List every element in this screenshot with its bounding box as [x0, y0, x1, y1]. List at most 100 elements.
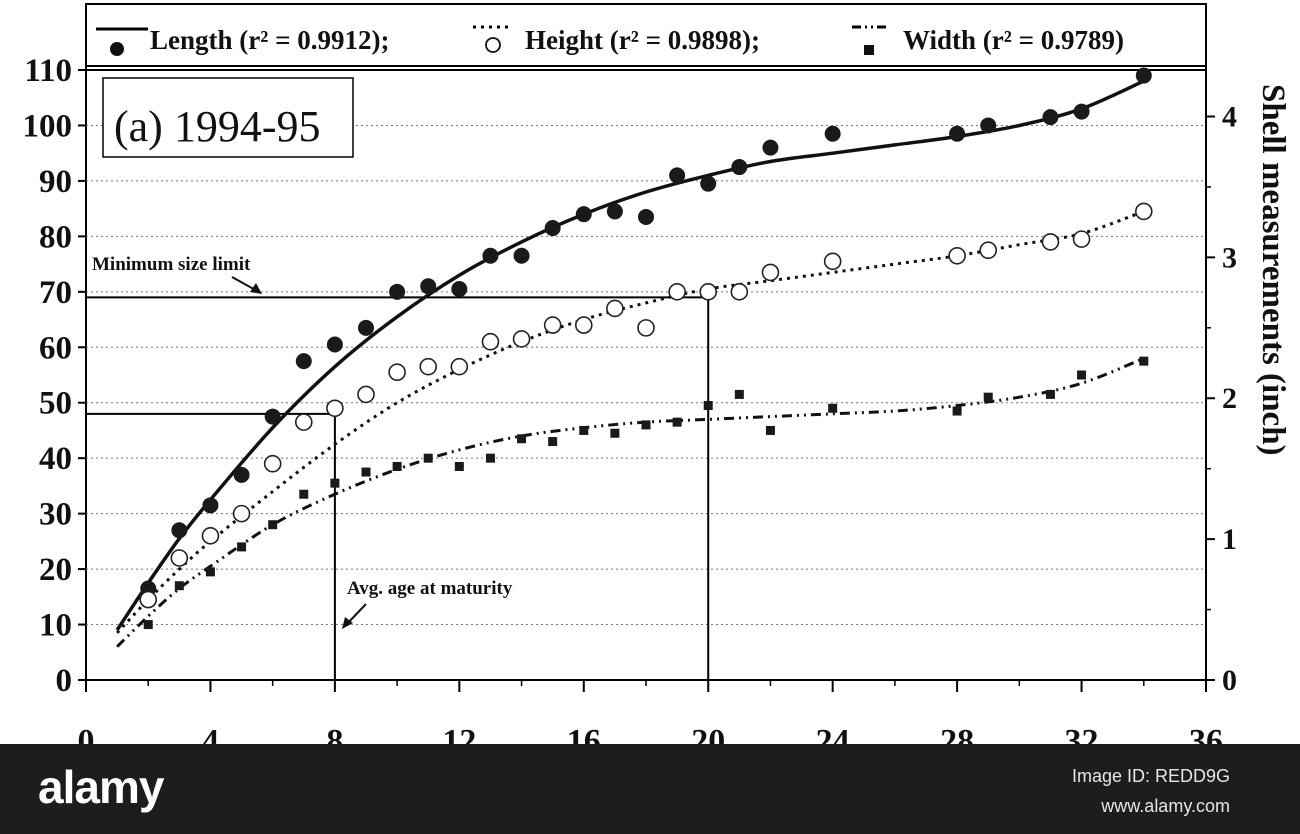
y-tick-label-70: 70 — [39, 275, 72, 311]
y-tick-label-60: 60 — [39, 330, 72, 366]
width-point — [237, 542, 247, 552]
height-point — [388, 363, 406, 382]
height-point — [450, 357, 469, 376]
length-point — [482, 247, 499, 264]
height-point — [637, 319, 655, 337]
legend-width-marker — [864, 45, 874, 55]
height-point — [1072, 230, 1091, 248]
width-point — [703, 401, 713, 410]
length-point — [264, 408, 281, 425]
axes: 0 4 8 12 16 20 24 28 32 3601020304050607080901001… — [23, 53, 1238, 760]
y-tick-label-20: 20 — [39, 552, 72, 588]
y-tick-label-30: 30 — [39, 497, 72, 533]
height-point — [948, 246, 966, 265]
reference-lines — [86, 296, 710, 680]
length-point — [731, 159, 748, 176]
length-point — [544, 220, 561, 237]
length-point — [389, 283, 406, 300]
length-point — [1073, 103, 1090, 120]
height-point — [574, 316, 593, 334]
height-point — [668, 283, 686, 301]
height-point — [232, 504, 251, 523]
avg-age-maturity-label: Avg. age at maturity — [347, 578, 513, 599]
height-point — [823, 252, 842, 271]
width-point — [952, 406, 962, 416]
width-point — [610, 428, 620, 438]
height-point — [326, 399, 344, 418]
legend-length-marker — [110, 42, 124, 56]
fit-curves — [115, 79, 1145, 648]
length-point — [638, 208, 654, 225]
y-tick-label-80: 80 — [39, 219, 72, 255]
height-point — [699, 283, 718, 301]
length-point — [606, 203, 623, 220]
height-point — [761, 263, 780, 282]
width-point — [143, 620, 153, 630]
width-point — [361, 467, 371, 477]
width-point — [765, 425, 775, 435]
data-points — [139, 67, 1153, 630]
min-size-limit-arrowhead — [250, 283, 262, 294]
length-point — [420, 278, 437, 295]
length-point — [171, 522, 188, 539]
length-point — [700, 175, 717, 192]
width-point — [517, 434, 527, 444]
fit-curve-length — [115, 79, 1145, 632]
width-point — [174, 581, 184, 591]
y-right-tick-label-4: 4 — [1222, 100, 1237, 133]
width-point — [734, 389, 744, 399]
width-point — [641, 420, 651, 430]
width-point — [983, 392, 993, 402]
y-tick-label-0: 0 — [56, 663, 73, 699]
height-point — [294, 413, 313, 431]
length-point — [824, 125, 841, 142]
y-right-tick-label-2: 2 — [1222, 382, 1237, 415]
width-point — [299, 489, 309, 499]
y-tick-label-100: 100 — [23, 108, 73, 144]
y-tick-label-90: 90 — [39, 164, 72, 200]
width-point — [579, 425, 589, 435]
length-point — [513, 247, 530, 264]
length-point — [202, 497, 219, 514]
width-point — [672, 417, 682, 427]
y-tick-label-10: 10 — [39, 608, 72, 644]
width-point — [485, 453, 495, 463]
y-right-tick-label-3: 3 — [1222, 241, 1237, 274]
width-point — [828, 403, 838, 413]
min-size-limit-label: Minimum size limit — [92, 254, 251, 275]
height-point — [481, 332, 500, 351]
y-tick-label-40: 40 — [39, 441, 72, 477]
length-point — [1042, 109, 1059, 126]
y-tick-label-50: 50 — [39, 386, 72, 422]
width-point — [1139, 356, 1149, 366]
watermark-bar: alamy Image ID: REDD9G www.alamy.com — [0, 744, 1300, 834]
length-point — [233, 466, 250, 483]
height-point — [1041, 233, 1060, 251]
height-point — [170, 549, 189, 567]
right-axis-label: Shell measurements (inch) — [1255, 84, 1291, 456]
panel-label: (a) 1994-95 — [114, 102, 321, 151]
legend-width-label: Width (r² = 0.9789) — [903, 25, 1124, 55]
legend-length-label: Length (r² = 0.9912); — [150, 25, 389, 55]
height-point — [1134, 202, 1153, 221]
width-point — [548, 437, 558, 447]
height-point — [512, 330, 531, 348]
height-point — [979, 241, 998, 260]
watermark-url: www.alamy.com — [1101, 796, 1230, 816]
height-point — [606, 299, 624, 318]
length-point — [669, 167, 686, 184]
width-point — [268, 520, 278, 530]
length-point — [980, 117, 997, 134]
height-point — [730, 283, 749, 301]
legend: Length (r² = 0.9912); Height (r² = 0.989… — [96, 25, 1124, 56]
length-point — [326, 336, 343, 353]
avg-age-maturity-arrowhead — [342, 617, 353, 629]
length-point — [1135, 67, 1152, 84]
height-point — [201, 527, 220, 545]
height-point — [419, 357, 438, 376]
length-point — [295, 353, 312, 370]
y-right-tick-label-1: 1 — [1222, 523, 1237, 556]
length-point — [358, 319, 374, 336]
